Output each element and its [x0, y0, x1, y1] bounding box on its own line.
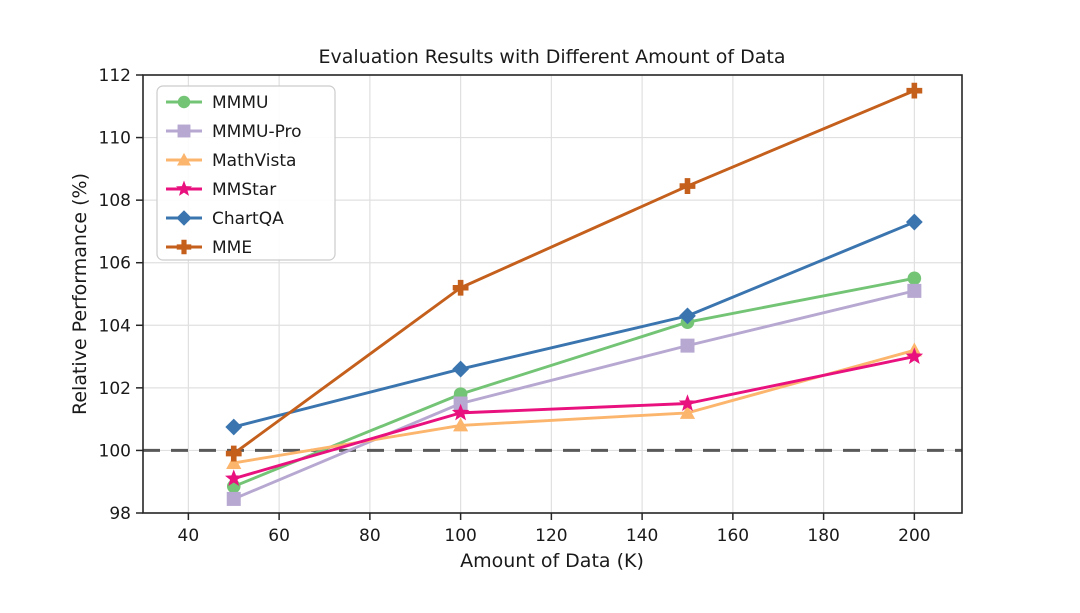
legend-item-MMMU-Pro: MMMU-Pro	[166, 122, 302, 142]
legend-item-label: MMMU	[212, 93, 268, 113]
series-line-MMMU-Pro	[232, 289, 916, 501]
legend-marker-diamond-icon	[176, 210, 192, 226]
y-tick-label: 108	[99, 191, 131, 211]
MathVista-data-point-triangle-icon	[226, 455, 242, 469]
legend-item-ChartQA: ChartQA	[166, 209, 284, 229]
series-line-MME	[232, 89, 916, 456]
MME-data-point-plus-icon	[452, 279, 469, 296]
y-tick-label: 104	[99, 316, 131, 336]
series-line-ChartQA	[232, 220, 916, 429]
legend-item-label: ChartQA	[212, 209, 284, 229]
legend-item-label: MMStar	[212, 180, 276, 200]
MMStar-data-point-star-icon	[451, 403, 470, 421]
MMStar-data-point-star-icon	[225, 469, 243, 487]
legend-marker-plus-icon	[176, 239, 192, 255]
x-tick-label: 40	[178, 526, 200, 546]
MMMU-Pro-data-point-square-icon	[453, 396, 468, 411]
MME-data-point-plus-icon	[906, 82, 923, 99]
legend-item-label: MathVista	[212, 151, 296, 171]
axis-ticks: 40 60 80 100 120 140 160 180 200 98 100 102 104 106 10…	[99, 66, 931, 546]
y-tick-label: 100	[99, 441, 131, 461]
MMMU-Pro-data-point-square-icon	[226, 491, 241, 506]
legend-item-label: MMMU-Pro	[212, 122, 302, 142]
axes-spines	[142, 74, 963, 514]
MathVista-data-point-triangle-icon	[679, 405, 696, 419]
MME-data-point-plus-icon	[679, 178, 696, 194]
x-tick-label: 180	[807, 526, 839, 546]
MMStar-data-point-star-icon	[905, 347, 924, 365]
x-tick-label: 80	[359, 526, 381, 546]
ChartQA-data-point-diamond-icon	[452, 360, 470, 378]
y-axis-label: Relative Performance (%)	[69, 173, 91, 415]
ChartQA-data-point-diamond-icon	[905, 213, 923, 231]
plot-area: 40 60 80 100 120 140 160 180 200 98 100 102 104 106 10…	[99, 66, 963, 546]
legend-marker-square-icon	[177, 124, 191, 138]
legend-item-MME: MME	[166, 238, 252, 258]
x-tick-label: 60	[268, 526, 290, 546]
legend-marker-triangle-icon	[177, 152, 191, 166]
legend: MMMU MMMU-Pro MathVista MMStar ChartQA MME	[156, 85, 336, 261]
series-line-MMMU	[232, 276, 916, 488]
series-MMMU-Pro	[226, 283, 922, 506]
series-ChartQA	[225, 213, 923, 436]
MathVista-data-point-triangle-icon	[453, 417, 469, 432]
x-tick-label: 160	[717, 526, 749, 546]
x-tick-label: 200	[898, 526, 930, 546]
MME-data-point-plus-icon	[225, 445, 242, 462]
MMStar-data-point-star-icon	[678, 394, 697, 411]
legend-box	[156, 85, 336, 261]
y-tick-label: 98	[109, 504, 131, 524]
legend-marker-circle-icon	[177, 95, 191, 109]
series-MMStar	[225, 347, 924, 487]
MMMU-Pro-data-point-square-icon	[907, 283, 922, 298]
legend-marker-star-icon	[175, 180, 193, 196]
ChartQA-data-point-diamond-icon	[225, 418, 243, 436]
y-tick-label: 102	[99, 379, 131, 399]
MMMU-data-point-circle-icon	[907, 271, 922, 286]
chart-title: Evaluation Results with Different Amount…	[318, 46, 785, 68]
legend-item-label: MME	[212, 238, 252, 258]
y-tick-label: 112	[99, 66, 131, 86]
ChartQA-data-point-diamond-icon	[679, 307, 696, 325]
x-tick-label: 120	[535, 526, 567, 546]
MMMU-Pro-data-point-square-icon	[680, 338, 695, 353]
series-MME	[225, 82, 923, 462]
series-line-MMStar	[232, 355, 916, 481]
x-tick-label: 140	[626, 526, 658, 546]
y-tick-label: 106	[99, 254, 131, 274]
legend-item-MMStar: MMStar	[166, 180, 276, 200]
x-tick-label: 100	[444, 526, 476, 546]
x-axis-label: Amount of Data (K)	[460, 550, 644, 572]
series-line-MathVista	[232, 348, 916, 465]
legend-item-MathVista: MathVista	[166, 151, 296, 171]
y-tick-label: 110	[99, 129, 131, 149]
legend-item-MMMU: MMMU	[166, 93, 268, 113]
